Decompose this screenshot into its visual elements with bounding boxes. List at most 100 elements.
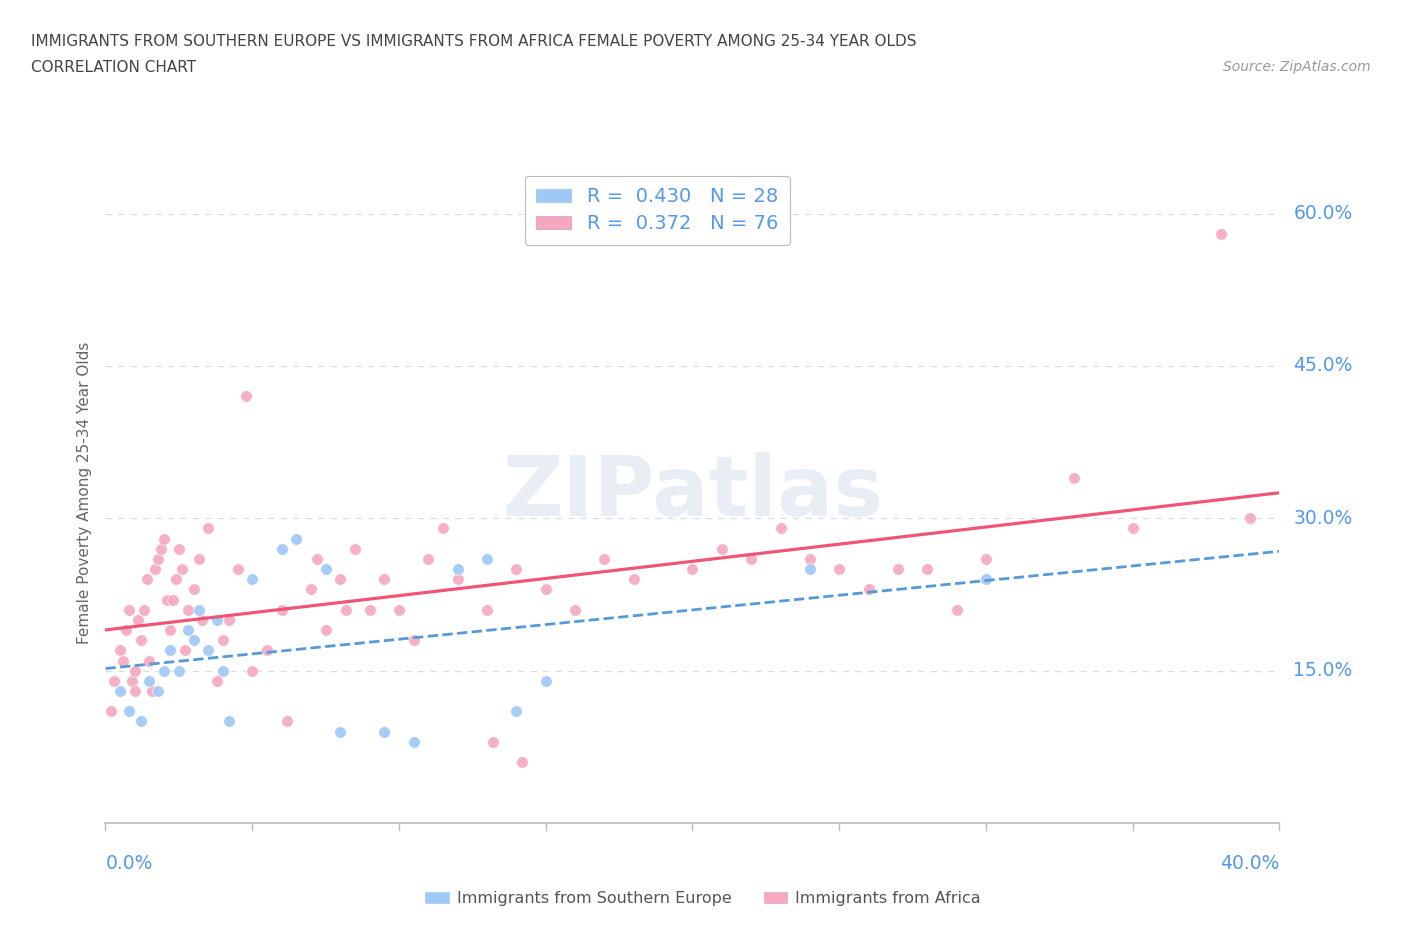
Point — [505, 704, 527, 719]
Point — [1122, 521, 1144, 536]
Point — [446, 562, 468, 577]
Point — [505, 562, 527, 577]
Point — [799, 551, 821, 566]
Text: IMMIGRANTS FROM SOUTHERN EUROPE VS IMMIGRANTS FROM AFRICA FEMALE POVERTY AMONG 2: IMMIGRANTS FROM SOUTHERN EUROPE VS IMMIG… — [31, 34, 917, 49]
Point — [148, 551, 170, 566]
Point — [270, 541, 292, 556]
Point — [183, 582, 205, 597]
Point — [564, 603, 586, 618]
Legend: Immigrants from Southern Europe, Immigrants from Africa: Immigrants from Southern Europe, Immigra… — [419, 885, 987, 912]
Point — [1063, 471, 1085, 485]
Point — [388, 603, 411, 618]
Point — [205, 673, 228, 688]
Text: CORRELATION CHART: CORRELATION CHART — [31, 60, 195, 75]
Point — [402, 735, 425, 750]
Point — [153, 531, 176, 546]
Point — [138, 653, 160, 668]
Point — [124, 663, 146, 678]
Point — [475, 551, 498, 566]
Point — [108, 643, 131, 658]
Point — [593, 551, 616, 566]
Point — [170, 562, 193, 577]
Point — [141, 684, 163, 698]
Point — [148, 684, 170, 698]
Point — [623, 572, 645, 587]
Point — [534, 582, 557, 597]
Point — [188, 551, 211, 566]
Point — [402, 632, 425, 647]
Point — [256, 643, 278, 658]
Point — [276, 714, 298, 729]
Point — [211, 663, 233, 678]
Point — [828, 562, 851, 577]
Point — [176, 603, 198, 618]
Point — [112, 653, 135, 668]
Point — [205, 613, 228, 628]
Point — [315, 622, 337, 637]
Point — [335, 603, 357, 618]
Point — [710, 541, 733, 556]
Point — [218, 613, 240, 628]
Point — [129, 632, 152, 647]
Y-axis label: Female Poverty Among 25-34 Year Olds: Female Poverty Among 25-34 Year Olds — [76, 341, 91, 644]
Point — [138, 673, 160, 688]
Text: 15.0%: 15.0% — [1294, 661, 1353, 680]
Point — [343, 541, 366, 556]
Text: 0.0%: 0.0% — [105, 854, 153, 872]
Point — [974, 572, 997, 587]
Point — [127, 613, 149, 628]
Point — [373, 724, 395, 739]
Point — [1209, 226, 1232, 241]
Point — [167, 663, 190, 678]
Text: Source: ZipAtlas.com: Source: ZipAtlas.com — [1223, 60, 1371, 74]
Point — [162, 592, 184, 607]
Text: 30.0%: 30.0% — [1294, 509, 1353, 528]
Point — [191, 613, 214, 628]
Point — [115, 622, 138, 637]
Point — [197, 643, 219, 658]
Point — [373, 572, 395, 587]
Point — [153, 663, 176, 678]
Text: 45.0%: 45.0% — [1294, 356, 1353, 376]
Point — [1239, 511, 1261, 525]
Point — [240, 663, 263, 678]
Point — [482, 735, 505, 750]
Point — [118, 704, 141, 719]
Point — [197, 521, 219, 536]
Point — [285, 531, 308, 546]
Text: 60.0%: 60.0% — [1294, 204, 1353, 223]
Point — [887, 562, 910, 577]
Point — [858, 582, 880, 597]
Point — [183, 632, 205, 647]
Point — [446, 572, 468, 587]
Point — [475, 603, 498, 618]
Point — [150, 541, 173, 556]
Point — [315, 562, 337, 577]
Point — [945, 603, 967, 618]
Point — [305, 551, 328, 566]
Point — [432, 521, 454, 536]
Point — [159, 622, 181, 637]
Point — [143, 562, 166, 577]
Point — [108, 684, 131, 698]
Point — [226, 562, 249, 577]
Text: 40.0%: 40.0% — [1220, 854, 1279, 872]
Point — [769, 521, 792, 536]
Point — [299, 582, 322, 597]
Point — [132, 603, 155, 618]
Point — [188, 603, 211, 618]
Text: ZIPatlas: ZIPatlas — [502, 452, 883, 534]
Point — [740, 551, 762, 566]
Point — [974, 551, 997, 566]
Point — [682, 562, 704, 577]
Point — [418, 551, 440, 566]
Point — [218, 714, 240, 729]
Point — [917, 562, 939, 577]
Point — [124, 684, 146, 698]
Point — [510, 754, 533, 769]
Point — [121, 673, 143, 688]
Point — [270, 603, 292, 618]
Point — [165, 572, 187, 587]
Point — [240, 572, 263, 587]
Point — [799, 562, 821, 577]
